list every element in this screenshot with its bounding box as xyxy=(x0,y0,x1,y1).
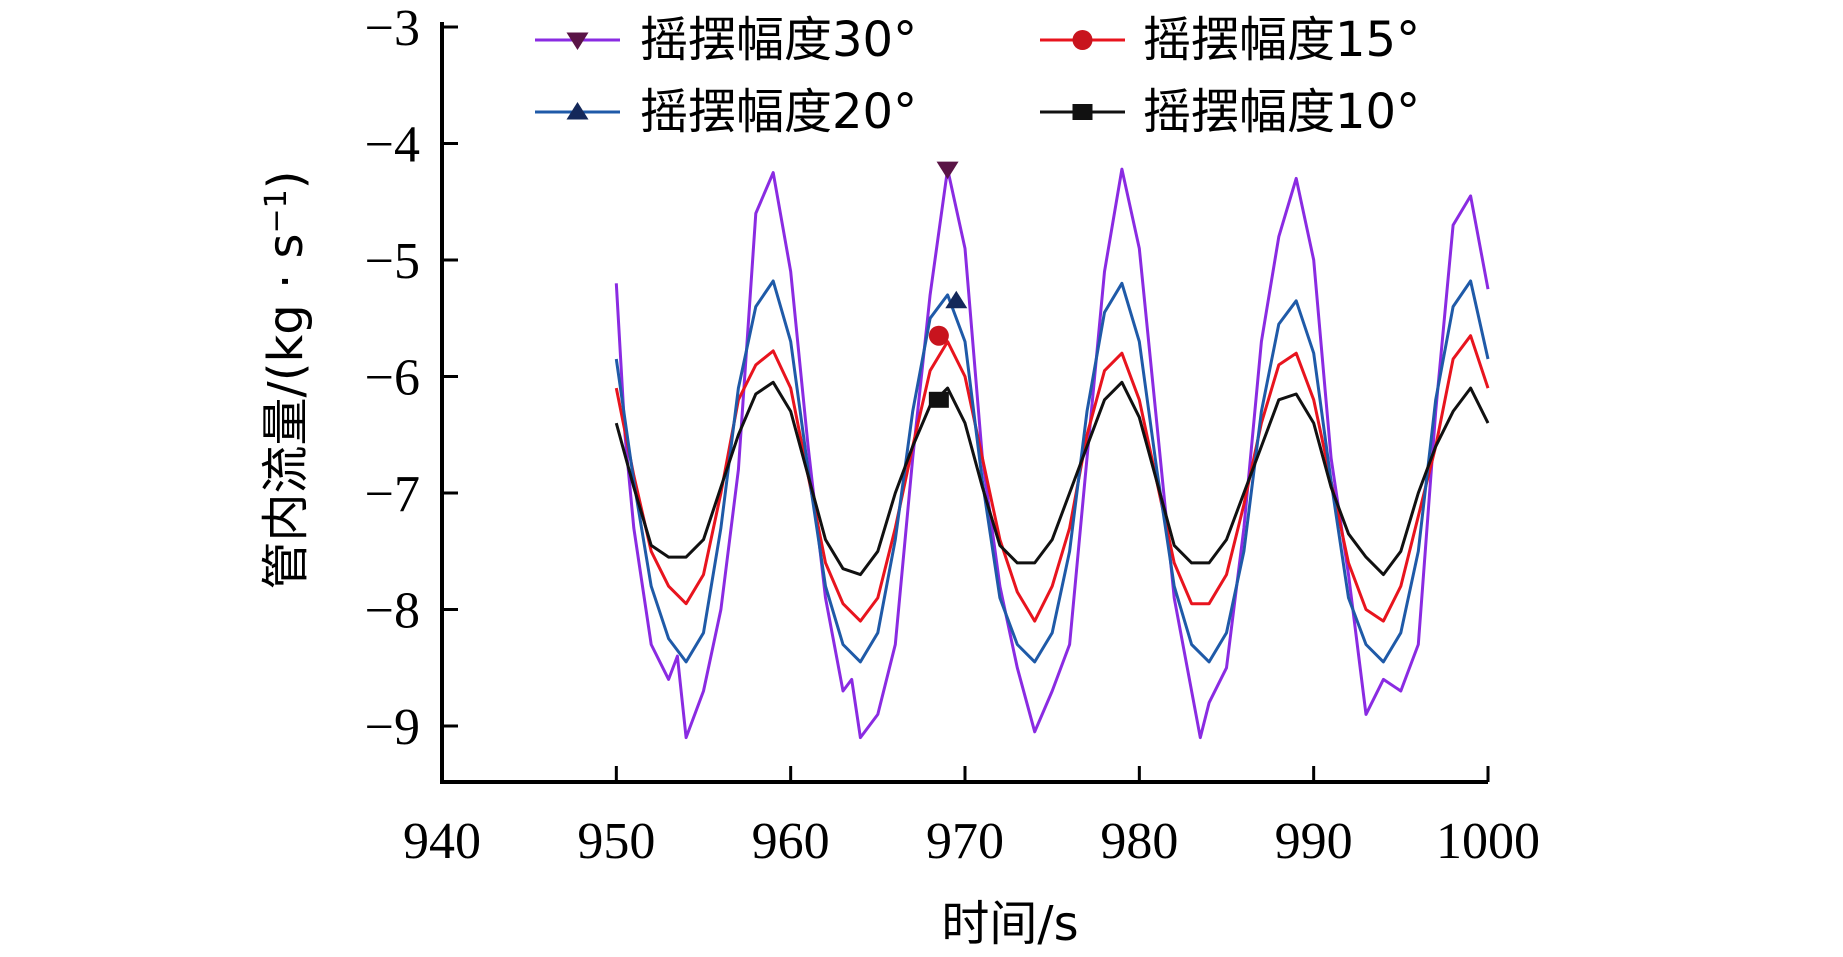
x-tick-label: 940 xyxy=(403,813,481,870)
legend-label: 摇摆幅度15° xyxy=(1143,12,1420,68)
legend-marker xyxy=(1072,104,1093,120)
y-tick-label: −8 xyxy=(365,583,420,640)
legend-marker xyxy=(1072,30,1093,50)
series-line xyxy=(614,380,1490,577)
series-line xyxy=(614,279,1490,664)
plot-series xyxy=(614,167,1490,740)
y-tick-label: −4 xyxy=(365,117,420,174)
series-marker xyxy=(945,290,968,309)
legend-label: 摇摆幅度10° xyxy=(1143,84,1420,140)
y-tick-label: −7 xyxy=(365,466,420,523)
y-axis-title-close: ) xyxy=(258,171,314,190)
legend-label: 摇摆幅度20° xyxy=(640,84,917,140)
series-line xyxy=(614,167,1490,740)
y-axis-title-sup: −1 xyxy=(259,189,294,233)
y-tick-label: −3 xyxy=(365,0,420,57)
y-tick-label: −5 xyxy=(365,233,420,290)
legend: 摇摆幅度30° 摇摆幅度15° 摇摆幅度20° 摇摆幅度10° xyxy=(535,12,1420,140)
x-tick-label: 990 xyxy=(1275,813,1353,870)
x-tick-label: 980 xyxy=(1100,813,1178,870)
x-ticks: 940 950 960 970 980 990 1000 xyxy=(403,766,1540,870)
x-tick-label: 970 xyxy=(926,813,1004,870)
series-marker xyxy=(928,325,949,346)
y-ticks: −3 −4 −5 −6 −7 −8 −9 xyxy=(365,0,458,756)
legend-item: 摇摆幅度20° xyxy=(535,84,917,140)
x-tick-label: 960 xyxy=(752,813,830,870)
x-tick-label: 950 xyxy=(577,813,655,870)
y-tick-label: −9 xyxy=(365,699,420,756)
series-line xyxy=(614,334,1490,623)
legend-item: 摇摆幅度10° xyxy=(1040,84,1420,140)
legend-marker xyxy=(566,32,589,50)
x-axis-title: 时间/s xyxy=(941,896,1078,952)
legend-marker xyxy=(566,102,589,120)
y-tick-label: −6 xyxy=(365,350,420,407)
legend-item: 摇摆幅度30° xyxy=(535,12,917,68)
legend-label: 摇摆幅度30° xyxy=(640,12,917,68)
y-axis-title: 管内流量/(kg · s−1) xyxy=(258,171,314,590)
series-marker xyxy=(936,161,959,180)
legend-item: 摇摆幅度15° xyxy=(1040,12,1420,68)
series-markers xyxy=(928,161,968,408)
y-axis-title-main: 管内流量/(kg · s xyxy=(258,234,314,590)
x-tick-label: 1000 xyxy=(1436,813,1540,870)
series-marker xyxy=(928,391,949,408)
